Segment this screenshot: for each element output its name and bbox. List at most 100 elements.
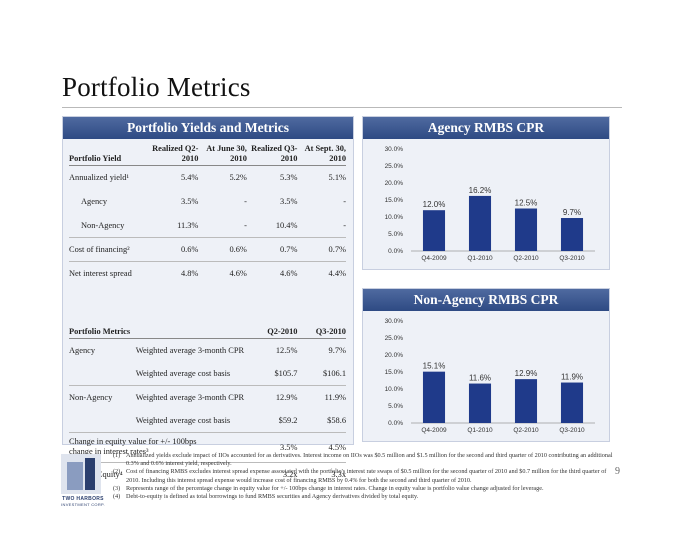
- cell: 0.7%: [297, 237, 346, 262]
- data-label: 12.5%: [515, 199, 538, 208]
- bar: [560, 218, 584, 251]
- portfolio-yields-panel: Portfolio Yields and Metrics Portfolio Y…: [62, 116, 354, 486]
- table-row: Non-Agency Weighted average 3-month CPR …: [69, 384, 346, 409]
- row-label: Net interest spread: [69, 261, 150, 286]
- cell: -: [244, 197, 247, 206]
- col-q3-2010: Q3-2010: [315, 326, 346, 336]
- col-portfolio-yield: Portfolio Yield: [69, 154, 122, 163]
- x-tick-label: Q4-2009: [421, 255, 447, 262]
- portfolio-yields-header: Portfolio Yields and Metrics: [63, 117, 353, 139]
- cell: $59.2: [278, 415, 298, 425]
- data-label: 12.9%: [515, 369, 538, 378]
- footnote-item: (3) Represents range of the percentage c…: [113, 484, 544, 492]
- col-q2-2010: Q2-2010: [267, 326, 298, 336]
- col-metric-blank: [136, 326, 257, 339]
- col-at-june-30: At June 30, 2010: [206, 144, 247, 163]
- data-label: 11.9%: [561, 373, 583, 382]
- logo-text: TWO HARBORS INVESTMENT CORP.: [61, 496, 105, 507]
- title-divider: [62, 107, 622, 108]
- x-tick-label: Q1-2010: [467, 427, 493, 434]
- x-tick-label: Q4-2009: [421, 427, 447, 434]
- bar: [468, 383, 492, 423]
- bar: [468, 195, 492, 251]
- cell: 11.9%: [297, 384, 346, 409]
- row-label: Annualized yield¹: [69, 173, 129, 183]
- row-label: Weighted average 3-month CPR: [135, 384, 258, 409]
- x-tick-label: Q1-2010: [467, 255, 493, 262]
- cell: 4.4%: [297, 261, 346, 286]
- cell: 0.6%: [198, 237, 247, 262]
- row-label: Weighted average cost basis: [135, 415, 231, 425]
- bar: [560, 382, 584, 423]
- table-row: Net interest spread 4.8% 4.6% 4.6% 4.4%: [69, 261, 346, 286]
- agency-cpr-title: Agency RMBS CPR: [363, 117, 609, 139]
- cell: 3.5%: [280, 197, 298, 206]
- table-row: Agency 3.5% - 3.5% -: [69, 190, 346, 214]
- row-label: Weighted average cost basis: [135, 368, 231, 378]
- table-row: Weighted average cost basis $105.7 $106.…: [69, 362, 346, 386]
- cell: $105.7: [274, 368, 298, 378]
- two-harbors-logo: [61, 454, 101, 494]
- col-realized-q3: Realized Q3-2010: [251, 144, 298, 163]
- cell: 9.7%: [328, 345, 346, 355]
- x-tick-label: Q2-2010: [513, 427, 539, 434]
- y-tick-label: 0.0%: [388, 420, 403, 427]
- row-label: Agency: [81, 197, 108, 206]
- y-tick-label: 15.0%: [385, 369, 404, 376]
- y-tick-label: 10.0%: [385, 214, 404, 221]
- cell: 12.5%: [275, 345, 298, 355]
- table-row: Agency Weighted average 3-month CPR 12.5…: [69, 338, 346, 362]
- x-tick-label: Q2-2010: [513, 255, 539, 262]
- page-title: Portfolio Metrics: [62, 72, 251, 102]
- cell: -: [343, 220, 346, 230]
- table-row: Annualized yield¹ 5.4% 5.2% 5.3% 5.1%: [69, 166, 346, 190]
- bar: [422, 210, 446, 251]
- cell: 0.6%: [149, 237, 199, 262]
- cell: 5.2%: [229, 173, 247, 183]
- bar: [422, 371, 446, 423]
- data-label: 12.0%: [423, 200, 446, 209]
- y-tick-label: 20.0%: [385, 352, 404, 359]
- non-agency-cpr-chart: 0.0% 5.0% 10.0% 15.0% 20.0% 25.0% 30.0% 15.1% Q4…: [385, 318, 595, 434]
- x-tick-label: Q3-2010: [559, 255, 585, 262]
- y-tick-label: 25.0%: [385, 163, 404, 170]
- cell: 3.2x: [257, 461, 298, 486]
- cell: 5.3%: [280, 173, 298, 183]
- y-tick-label: 5.0%: [388, 231, 403, 238]
- row-group: [69, 409, 136, 433]
- row-label: Cost of financing²: [69, 237, 150, 262]
- cell: 3.3x: [297, 461, 346, 486]
- footnote-item: (1) Annualized yields exclude impact of …: [113, 452, 613, 468]
- agency-cpr-chart: 0.0% 5.0% 10.0% 15.0% 20.0% 25.0% 30.0% 12.0% Q4…: [385, 146, 595, 262]
- footnote-item: (2) Cost of financing RMBS excludes inte…: [113, 468, 607, 484]
- table-row: Change in equity value for +/- 100bps ch…: [69, 431, 346, 462]
- col-portfolio-metrics: Portfolio Metrics: [69, 326, 131, 336]
- non-agency-cpr-panel: Non-Agency RMBS CPR 0.0% 5.0% 10.0% 15.0% 20…: [362, 288, 610, 442]
- footnotes: (1) Annualized yields exclude impact of …: [113, 452, 621, 501]
- x-tick-label: Q3-2010: [559, 427, 585, 434]
- cell: $58.6: [327, 415, 346, 425]
- cell: 3.5%: [180, 197, 199, 206]
- table-row: Non-Agency 11.3% - 10.4% -: [69, 214, 346, 238]
- non-agency-cpr-title: Non-Agency RMBS CPR: [363, 289, 609, 311]
- y-tick-label: 0.0%: [388, 248, 403, 255]
- y-tick-label: 20.0%: [385, 180, 404, 187]
- cell: -: [244, 220, 247, 230]
- agency-cpr-panel: Agency RMBS CPR 0.0% 5.0% 10.0% 15.0% 20.0% 2…: [362, 116, 610, 270]
- cell: 3.5%: [257, 431, 298, 462]
- y-tick-label: 30.0%: [385, 318, 404, 325]
- data-label: 15.1%: [423, 362, 446, 371]
- y-tick-label: 5.0%: [388, 403, 403, 410]
- data-label: 11.6%: [469, 374, 491, 383]
- bar: [514, 379, 538, 423]
- cell: 4.6%: [198, 261, 247, 286]
- bar: [514, 208, 538, 251]
- cell: 4.6%: [246, 261, 298, 286]
- data-label: 9.7%: [563, 208, 581, 217]
- portfolio-yield-table: Portfolio Yield Realized Q2-2010 At June…: [69, 143, 346, 286]
- cell: 4.5%: [297, 431, 346, 462]
- row-group: Agency: [69, 345, 96, 355]
- page-number: 9: [615, 466, 620, 477]
- row-label: Weighted average 3-month CPR: [135, 345, 245, 355]
- y-tick-label: 10.0%: [385, 386, 404, 393]
